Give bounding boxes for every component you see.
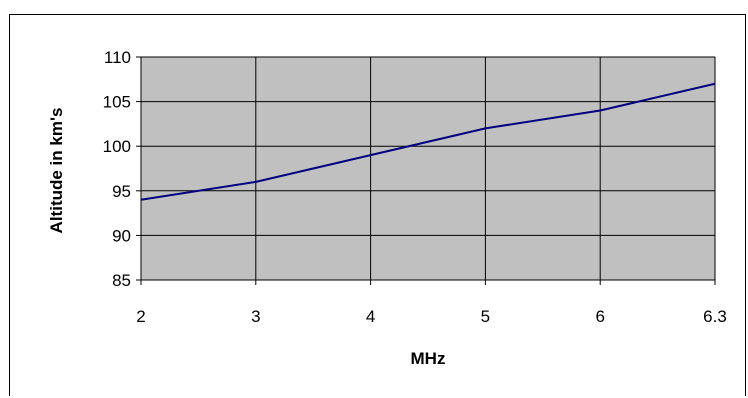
y-axis-ticks: 85 90 95 100 105 110 <box>103 48 142 290</box>
data-point <box>484 127 486 129</box>
x-tick-label: 6.3 <box>703 307 727 326</box>
series-line <box>140 82 716 201</box>
x-axis-title: MHz <box>411 349 446 368</box>
x-tick-label: 6 <box>595 307 604 326</box>
x-axis-ticks: 2 3 4 5 6 6.3 <box>136 279 727 326</box>
x-tick-label: 4 <box>366 307 375 326</box>
x-tick-label: 5 <box>481 307 490 326</box>
y-tick-label: 100 <box>103 137 131 156</box>
plot-area <box>140 56 716 281</box>
y-tick-label: 85 <box>112 271 131 290</box>
x-tick-label: 3 <box>251 307 260 326</box>
y-tick-label: 90 <box>112 226 131 245</box>
y-axis-title: Altitude in km's <box>47 108 66 234</box>
y-tick-label: 95 <box>112 182 131 201</box>
x-tick-label: 2 <box>136 307 145 326</box>
data-point <box>370 154 372 156</box>
data-point <box>140 199 142 201</box>
data-point <box>714 83 716 85</box>
data-point <box>599 110 601 112</box>
series-group <box>140 82 716 201</box>
data-point <box>255 181 257 183</box>
y-tick-label: 110 <box>104 48 131 67</box>
y-tick-label: 105 <box>103 93 131 112</box>
